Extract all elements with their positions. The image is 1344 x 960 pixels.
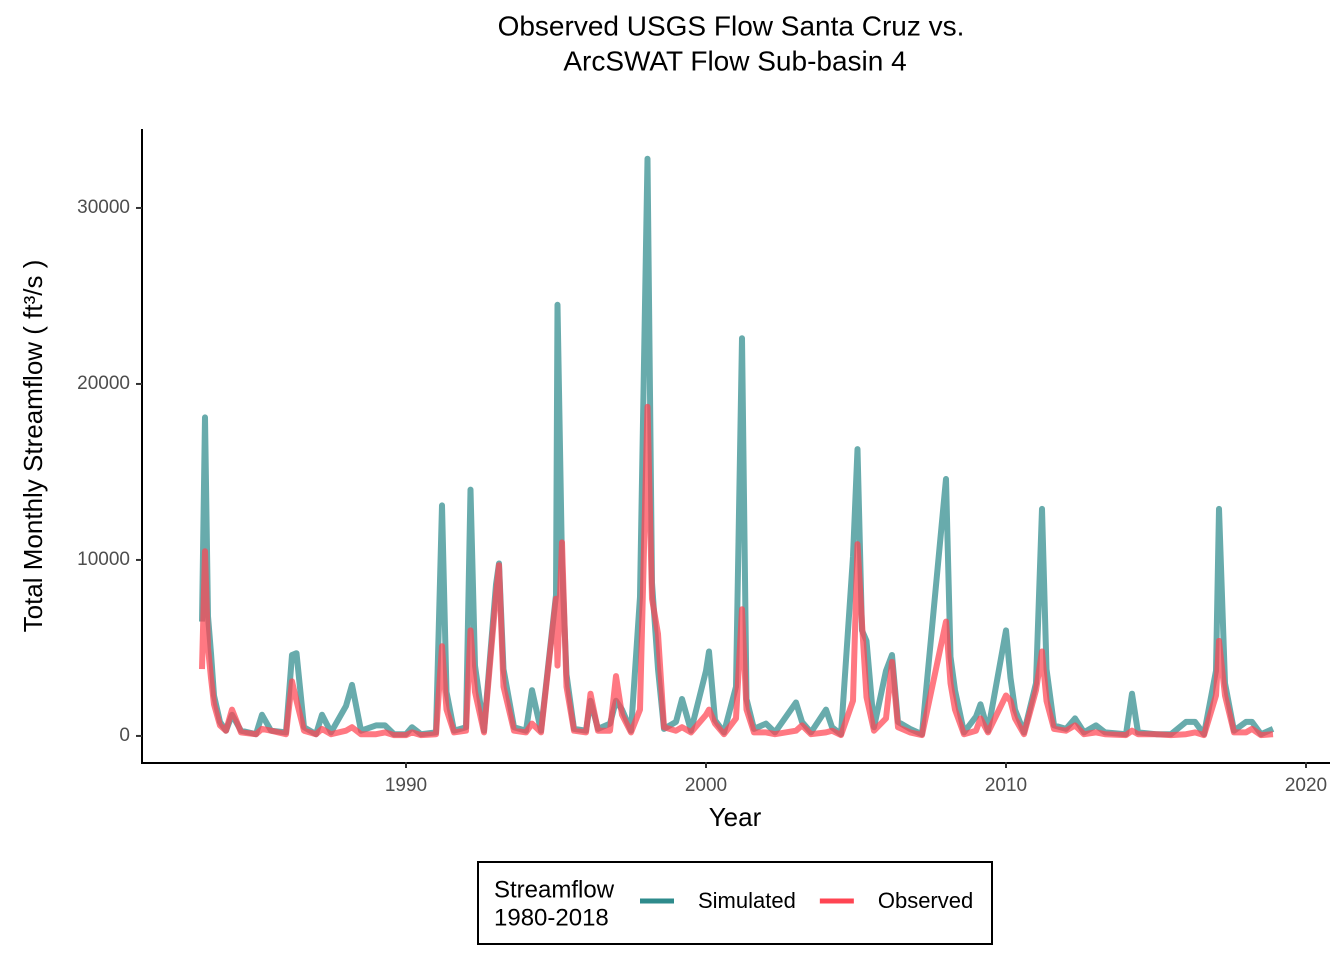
x-tick-label: 2020 xyxy=(1285,775,1327,796)
x-axis-label: Year xyxy=(709,802,762,832)
series-line xyxy=(199,403,1274,739)
y-tick-label: 30000 xyxy=(77,197,130,218)
y-tick-label: 20000 xyxy=(77,373,130,394)
legend-label: Observed xyxy=(878,888,973,913)
legend-box xyxy=(477,861,993,945)
x-tick-label: 2010 xyxy=(985,775,1027,796)
legend-title: Streamflow xyxy=(494,876,615,903)
y-tick-label: 10000 xyxy=(77,549,130,570)
legend-label: Simulated xyxy=(698,888,796,913)
y-axis-label: Total Monthly Streamflow ( ft³/s ) xyxy=(18,260,48,633)
y-tick-label: 0 xyxy=(119,725,130,746)
legend-title: 1980-2018 xyxy=(494,904,609,931)
chart-title: Observed USGS Flow Santa Cruz vs. xyxy=(498,10,965,41)
x-tick-label: 2000 xyxy=(685,775,727,796)
chart-title: ArcSWAT Flow Sub-basin 4 xyxy=(563,45,906,76)
x-tick-label: 1990 xyxy=(385,775,427,796)
